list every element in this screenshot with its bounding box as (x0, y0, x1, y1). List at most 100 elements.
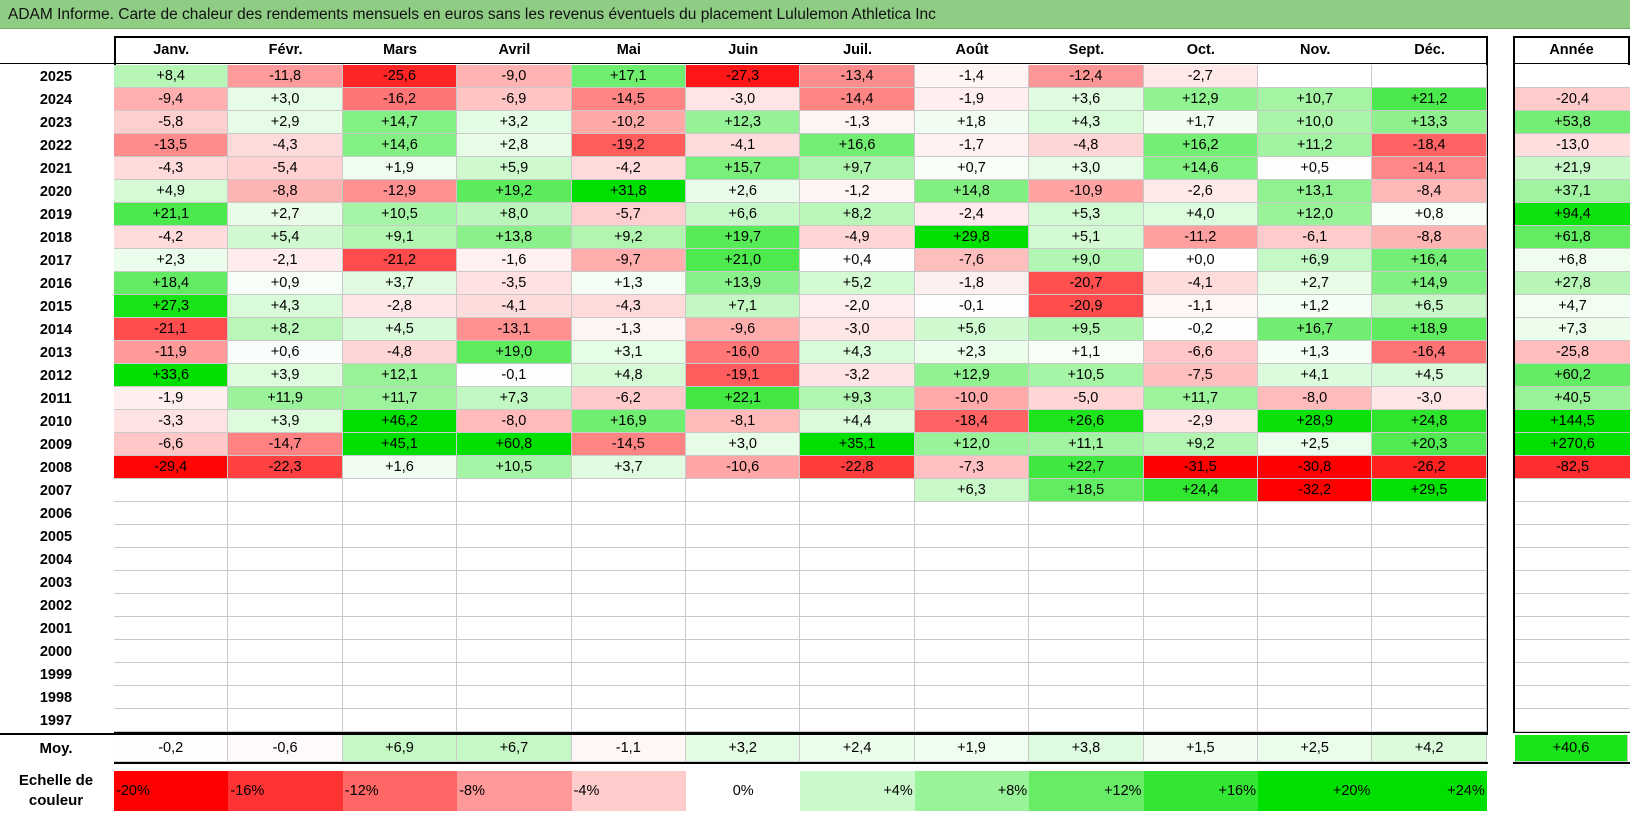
heatmap-cell: -8,4 (1372, 180, 1487, 203)
heatmap-cell: +12,9 (914, 364, 1030, 387)
color-scale-swatch: -12% (342, 771, 458, 811)
heatmap-cell: +4,5 (342, 318, 458, 341)
heatmap-cell: -30,8 (1258, 456, 1373, 479)
heatmap-cell: -4,9 (800, 226, 915, 249)
average-cell: +1,5 (1143, 735, 1258, 762)
year-label: 2018 (39, 230, 73, 246)
heatmap-cell: -25,6 (342, 65, 458, 88)
heatmap-cell (571, 686, 686, 709)
annual-cell (1515, 502, 1630, 525)
heatmap-cell: +16,7 (1258, 318, 1373, 341)
heatmap-cell: +21,0 (686, 249, 801, 272)
heatmap-cell (1372, 525, 1487, 548)
heatmap-cell (1029, 686, 1144, 709)
heatmap-cell: -1,6 (457, 249, 572, 272)
heatmap-cell (342, 479, 458, 502)
heatmap-cell: +0,7 (914, 157, 1030, 180)
heatmap-cell (1258, 617, 1373, 640)
heatmap-cell: +9,5 (1029, 318, 1144, 341)
average-cell: -0,6 (228, 735, 343, 762)
heatmap-cell (114, 686, 229, 709)
heatmap-cell (114, 525, 229, 548)
color-scale-swatch: +8% (914, 771, 1030, 811)
heatmap-cell (457, 502, 572, 525)
heatmap-cell: -2,0 (800, 295, 915, 318)
heatmap-cell (686, 617, 801, 640)
heatmap-cell: -3,5 (457, 272, 572, 295)
heatmap-cell: -29,4 (114, 456, 229, 479)
column-header: Mars (383, 42, 417, 58)
average-cell: +3,8 (1029, 735, 1144, 762)
heatmap-cell: +2,6 (686, 180, 801, 203)
heatmap-cell: -9,6 (686, 318, 801, 341)
heatmap-cell (914, 663, 1030, 686)
year-label: 2014 (39, 322, 73, 338)
heatmap-cell: -5,0 (1029, 387, 1144, 410)
heatmap-cell: +4,4 (800, 410, 915, 433)
annual-cell: +94,4 (1515, 203, 1630, 226)
heatmap-cell: -10,9 (1029, 180, 1144, 203)
heatmap-cell: -2,8 (342, 295, 458, 318)
heatmap-cell (228, 548, 343, 571)
heatmap-cell (800, 640, 915, 663)
heatmap-cell (571, 663, 686, 686)
heatmap-cell: +22,7 (1029, 456, 1144, 479)
page-title: ADAM Informe. Carte de chaleur des rende… (8, 6, 936, 23)
year-label: 2019 (39, 207, 73, 223)
heatmap-cell (686, 709, 801, 732)
heatmap-cell (457, 640, 572, 663)
average-cell: +3,2 (686, 735, 801, 762)
heatmap-cell: +16,4 (1372, 249, 1487, 272)
column-header: Nov. (1300, 42, 1331, 58)
heatmap-cell: +20,3 (1372, 433, 1487, 456)
heatmap-cell (228, 571, 343, 594)
heatmap-cell: +21,1 (114, 203, 229, 226)
column-header: Févr. (268, 42, 303, 58)
heatmap-cell: -10,2 (571, 111, 686, 134)
annual-cell (1515, 663, 1630, 686)
heatmap-cell: +60,8 (457, 433, 572, 456)
heatmap-cell: +12,9 (1143, 88, 1258, 111)
heatmap-cell: +2,3 (914, 341, 1030, 364)
heatmap-cell: -16,2 (342, 88, 458, 111)
annual-cell: -25,8 (1515, 341, 1630, 364)
heatmap-cell (686, 686, 801, 709)
heatmap-cell (1258, 640, 1373, 663)
heatmap-cell (1372, 594, 1487, 617)
average-cell: -1,1 (571, 735, 686, 762)
color-scale-swatch: +12% (1029, 771, 1144, 811)
average-cell: +1,9 (914, 735, 1030, 762)
heatmap-cell (1143, 525, 1258, 548)
annual-cell (1515, 640, 1630, 663)
heatmap-cell: -3,0 (1372, 387, 1487, 410)
heatmap-cell: +13,3 (1372, 111, 1487, 134)
annual-cell: +21,9 (1515, 157, 1630, 180)
heatmap-cell (914, 640, 1030, 663)
color-scale-swatch: 0% (686, 771, 801, 811)
heatmap-cell: -0,1 (914, 295, 1030, 318)
heatmap-cell (1143, 663, 1258, 686)
heatmap-cell: +1,1 (1029, 341, 1144, 364)
heatmap-cell: -3,3 (114, 410, 229, 433)
heatmap-cell (228, 525, 343, 548)
average-label: Moy. (39, 740, 73, 757)
annual-cell: +6,8 (1515, 249, 1630, 272)
heatmap-cell (228, 479, 343, 502)
heatmap-cell: +10,7 (1258, 88, 1373, 111)
year-label: 2009 (39, 437, 73, 453)
heatmap-cell (571, 548, 686, 571)
heatmap-cell (1372, 571, 1487, 594)
year-label: 1997 (39, 713, 73, 729)
color-scale-swatch: -20% (114, 771, 229, 811)
heatmap-cell: -9,4 (114, 88, 229, 111)
color-scale-swatch: -4% (571, 771, 686, 811)
heatmap-cell: +27,3 (114, 295, 229, 318)
heatmap-cell: +19,7 (686, 226, 801, 249)
heatmap-cell: -2,6 (1143, 180, 1258, 203)
heatmap-cell: -18,4 (1372, 134, 1487, 157)
heatmap-cell (800, 479, 915, 502)
heatmap-cell (228, 686, 343, 709)
heatmap-cell (914, 594, 1030, 617)
heatmap-cell: -4,1 (457, 295, 572, 318)
heatmap-cell (114, 548, 229, 571)
